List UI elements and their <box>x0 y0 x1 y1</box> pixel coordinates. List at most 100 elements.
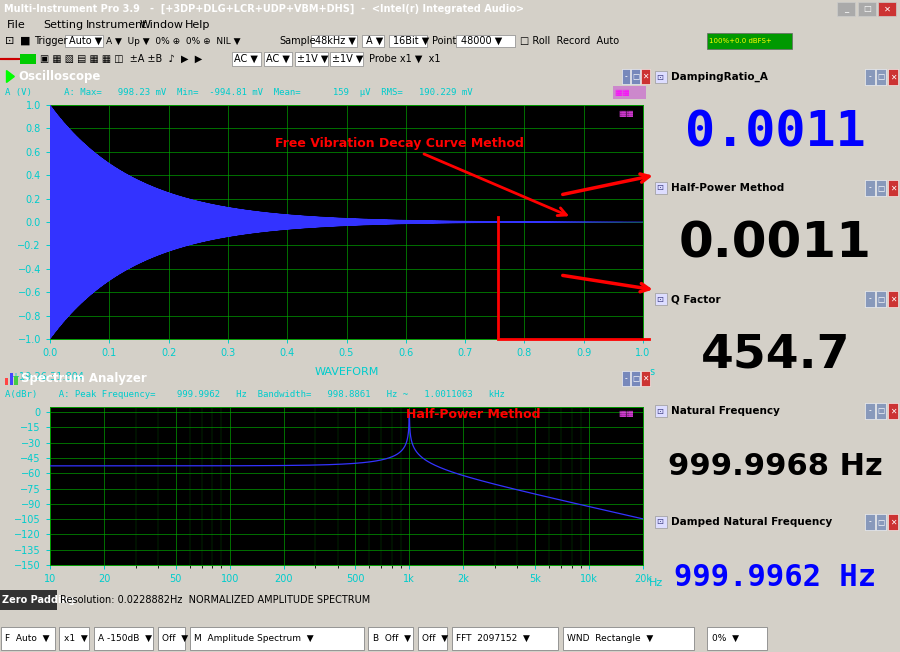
Text: ✕: ✕ <box>890 406 896 415</box>
Bar <box>655 516 667 528</box>
Text: Zero Padding: Zero Padding <box>2 595 76 605</box>
Text: F  Auto  ▼: F Auto ▼ <box>5 634 50 643</box>
Text: ⊡: ⊡ <box>656 518 663 527</box>
Bar <box>20 53 36 65</box>
Bar <box>877 404 886 419</box>
Text: Off  ▼: Off ▼ <box>162 634 188 643</box>
Bar <box>655 182 667 194</box>
Text: Half-Power Method: Half-Power Method <box>670 183 784 193</box>
Text: □: □ <box>863 5 870 14</box>
Polygon shape <box>6 70 14 82</box>
Text: □: □ <box>878 183 885 192</box>
Bar <box>368 627 413 650</box>
Text: ▦▦: ▦▦ <box>618 409 634 419</box>
Text: +19:26:31:804: +19:26:31:804 <box>12 372 85 382</box>
Bar <box>1 627 55 650</box>
Bar <box>865 181 875 196</box>
Text: ⊡: ⊡ <box>656 406 663 415</box>
Text: ±1V ▼: ±1V ▼ <box>332 54 364 64</box>
Text: Natural Frequency: Natural Frequency <box>670 406 779 416</box>
Text: x1  ▼: x1 ▼ <box>64 634 87 643</box>
Text: A (V)      A: Max=   998.23 mV  Min=  -994.81 mV  Mean=      159  μV  RMS=   190: A (V) A: Max= 998.23 mV Min= -994.81 mV … <box>5 88 472 97</box>
Bar <box>888 70 898 85</box>
Bar <box>655 293 667 305</box>
Text: s: s <box>649 367 654 377</box>
Text: ⊡: ⊡ <box>656 72 663 82</box>
Bar <box>310 35 357 48</box>
Bar <box>389 35 427 48</box>
Bar <box>14 376 18 385</box>
Text: Instrument: Instrument <box>86 20 147 30</box>
Text: -: - <box>868 183 871 192</box>
Bar <box>0 590 58 610</box>
Bar <box>632 69 640 83</box>
Bar <box>452 627 558 650</box>
Text: □: □ <box>878 72 885 82</box>
Text: ✕: ✕ <box>890 295 896 303</box>
Text: A ▼  Up ▼  0% ⊕  0% ⊕  NIL ▼: A ▼ Up ▼ 0% ⊕ 0% ⊕ NIL ▼ <box>106 37 240 46</box>
Text: □: □ <box>632 374 639 383</box>
Text: Half-Power Method: Half-Power Method <box>406 408 540 421</box>
Text: A ▼: A ▼ <box>366 36 383 46</box>
Text: 999.9968 Hz: 999.9968 Hz <box>668 452 883 481</box>
Text: ⊡: ⊡ <box>656 295 663 303</box>
Bar <box>888 404 898 419</box>
Bar <box>94 627 153 650</box>
Text: Trigger: Trigger <box>34 36 68 46</box>
Text: FFT  2097152  ▼: FFT 2097152 ▼ <box>456 634 530 643</box>
Text: Help: Help <box>184 20 210 30</box>
Text: 454.7: 454.7 <box>701 332 850 377</box>
Text: Free Vibration Decay Curve Method: Free Vibration Decay Curve Method <box>275 137 566 216</box>
Bar <box>865 514 875 529</box>
Bar <box>264 52 292 67</box>
Text: ■: ■ <box>20 36 31 46</box>
Bar <box>888 291 898 306</box>
Text: ✕: ✕ <box>890 72 896 82</box>
Text: Resolution: 0.0228882Hz  NORMALIZED AMPLITUDE SPECTRUM: Resolution: 0.0228882Hz NORMALIZED AMPLI… <box>60 595 370 605</box>
Bar <box>632 372 640 385</box>
Text: Damped Natural Frequency: Damped Natural Frequency <box>670 517 832 527</box>
Text: -: - <box>868 295 871 303</box>
Text: File: File <box>7 20 26 30</box>
Bar <box>10 372 13 385</box>
Text: Window: Window <box>140 20 184 30</box>
Text: A -150dB  ▼: A -150dB ▼ <box>98 634 152 643</box>
Text: ▣ ▦ ▧ ▤ ▦ ▦ ◫  ±A ±B  ♪  ▶  ▶: ▣ ▦ ▧ ▤ ▦ ▦ ◫ ±A ±B ♪ ▶ ▶ <box>40 54 202 64</box>
Text: M  Amplitude Spectrum  ▼: M Amplitude Spectrum ▼ <box>194 634 314 643</box>
Text: ✕: ✕ <box>643 72 649 81</box>
Bar <box>456 35 515 48</box>
Bar <box>877 181 886 196</box>
Bar <box>641 69 650 83</box>
Text: Q Factor: Q Factor <box>670 294 721 304</box>
Bar <box>858 2 876 16</box>
Bar <box>655 70 667 83</box>
Text: ⊡: ⊡ <box>4 36 13 46</box>
Bar <box>295 52 328 67</box>
Bar <box>865 404 875 419</box>
Bar <box>865 70 875 85</box>
Bar <box>878 2 896 16</box>
Text: AC ▼: AC ▼ <box>266 54 290 64</box>
Bar <box>622 372 630 385</box>
Bar <box>865 291 875 306</box>
Text: -: - <box>625 374 627 383</box>
Bar <box>706 33 792 49</box>
Text: -: - <box>868 72 871 82</box>
Bar <box>65 35 103 48</box>
Text: 999.9962 Hz: 999.9962 Hz <box>674 563 877 592</box>
Text: ✕: ✕ <box>884 5 891 14</box>
Text: Oscilloscope: Oscilloscope <box>18 70 101 83</box>
Text: Point: Point <box>432 36 456 46</box>
Text: A(dBr)    A: Peak Frequency=    999.9962   Hz  Bandwidth=   998.8861   Hz ~   1.: A(dBr) A: Peak Frequency= 999.9962 Hz Ba… <box>5 390 505 399</box>
Text: ±1V ▼: ±1V ▼ <box>297 54 328 64</box>
Text: Multi-Instrument Pro 3.9   -  [+3DP+DLG+LCR+UDP+VBM+DHS]  -  <Intel(r) Integrate: Multi-Instrument Pro 3.9 - [+3DP+DLG+LCR… <box>4 4 525 14</box>
Bar <box>59 627 89 650</box>
Text: -: - <box>625 72 627 81</box>
Text: ✕: ✕ <box>890 183 896 192</box>
Text: ▦▦: ▦▦ <box>618 108 634 117</box>
Text: 48000 ▼: 48000 ▼ <box>461 36 502 46</box>
Bar <box>622 69 630 83</box>
Bar <box>190 627 364 650</box>
Bar <box>888 181 898 196</box>
Text: 100%+0.0 dBFS+: 100%+0.0 dBFS+ <box>709 38 772 44</box>
